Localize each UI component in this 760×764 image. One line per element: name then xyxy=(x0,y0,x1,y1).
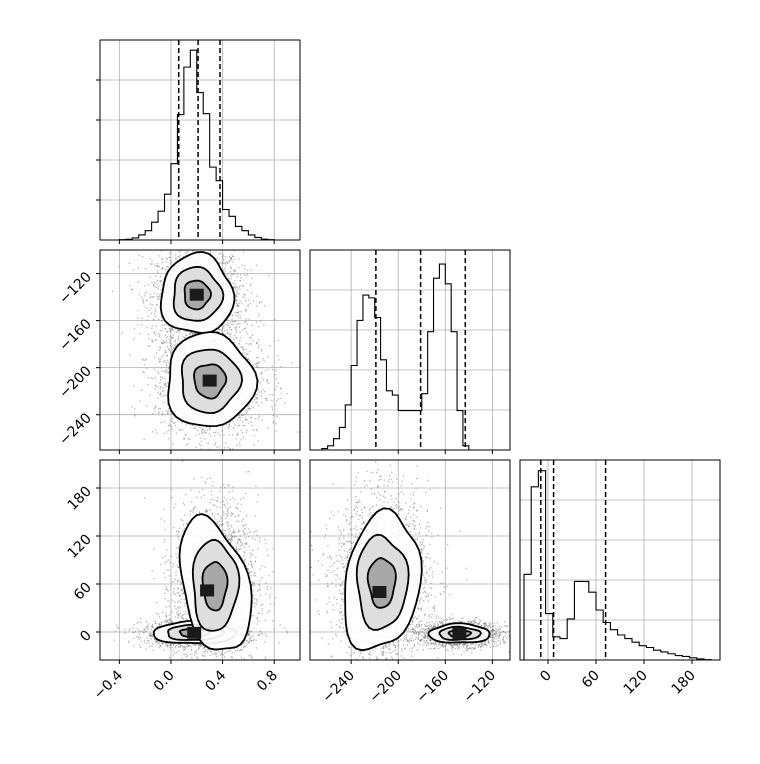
panel-background xyxy=(310,250,510,450)
marginal-histogram-0 xyxy=(96,40,300,244)
density-peak-cell xyxy=(187,627,201,639)
marginal-histogram-1 xyxy=(310,250,510,454)
density-peak-cell xyxy=(372,586,386,598)
joint-panel-0-1 xyxy=(96,213,328,474)
density-peak-cell xyxy=(203,375,217,387)
density-peak-cell xyxy=(190,289,204,301)
density-peak-cell xyxy=(200,584,214,596)
panel-background xyxy=(520,460,720,660)
panel-background xyxy=(100,40,300,240)
marginal-histogram-2 xyxy=(520,460,720,664)
density-peak-cell xyxy=(452,628,466,640)
contour-line xyxy=(368,558,396,608)
